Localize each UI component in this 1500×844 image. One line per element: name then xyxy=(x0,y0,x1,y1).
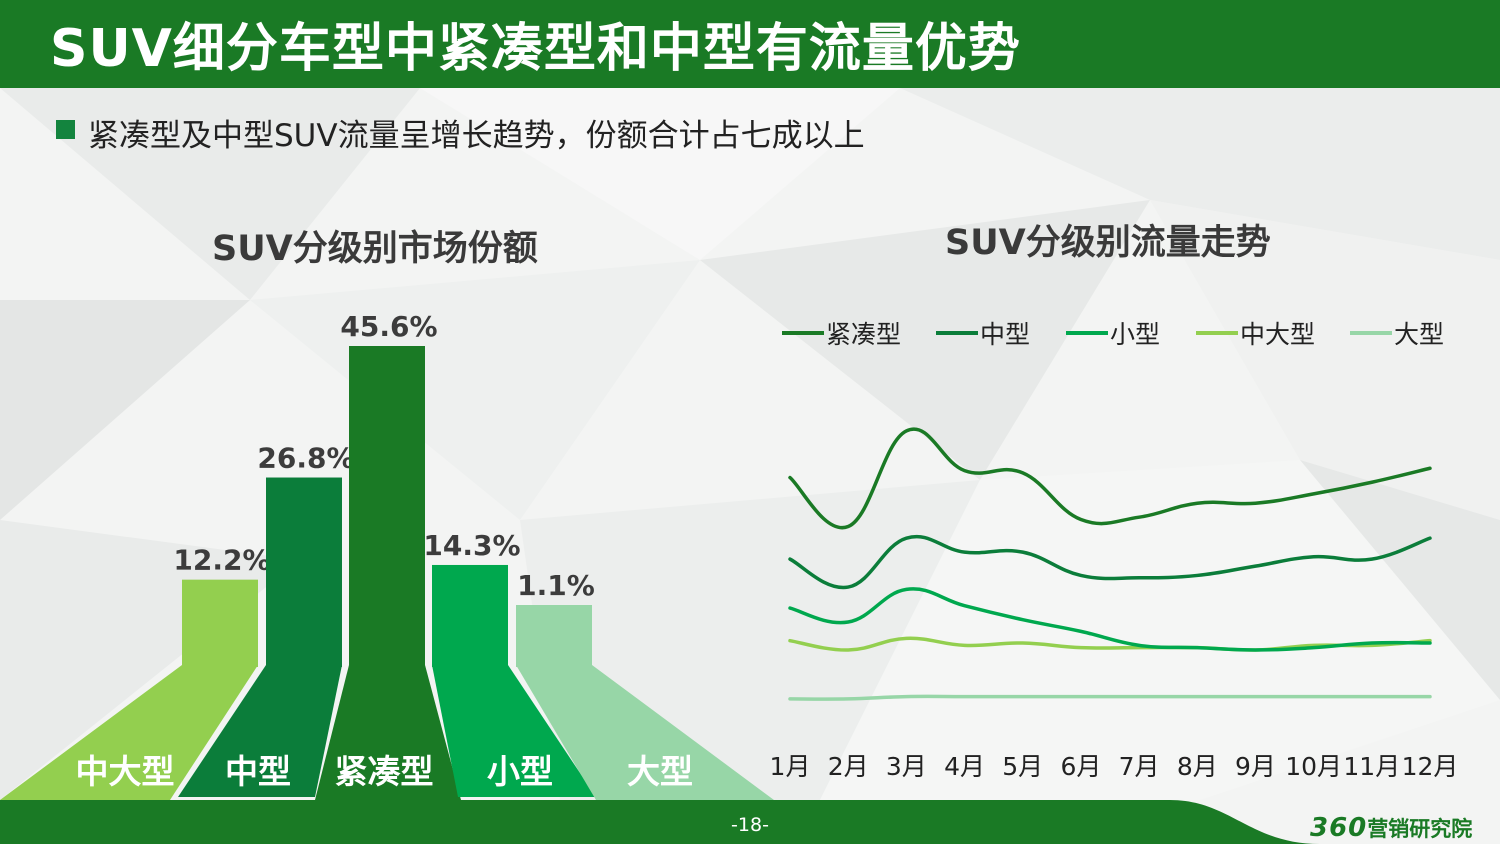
bar-5 xyxy=(516,605,592,667)
x-tick-label-12: 12月 xyxy=(1402,752,1459,781)
x-tick-label-2: 2月 xyxy=(828,752,869,781)
header-bar: SUV细分车型中紧凑型和中型有流量优势 xyxy=(0,0,1500,88)
bar-value-label-1: 12.2% xyxy=(173,544,270,577)
bar-base-3 xyxy=(315,665,461,800)
x-tick-label-5: 5月 xyxy=(1002,752,1043,781)
legend-label-1: 紧凑型 xyxy=(826,320,901,349)
bar-value-label-4: 14.3% xyxy=(423,529,520,562)
bullet-square-icon xyxy=(56,120,75,139)
x-tick-label-6: 6月 xyxy=(1060,752,1101,781)
x-tick-label-4: 4月 xyxy=(944,752,985,781)
x-tick-label-11: 11月 xyxy=(1343,752,1400,781)
x-tick-label-8: 8月 xyxy=(1177,752,1218,781)
x-tick-label-9: 9月 xyxy=(1235,752,1276,781)
x-tick-label-10: 10月 xyxy=(1285,752,1342,781)
line-chart: 紧凑型 中型 小型 中大型 大型 1月 2月 3月 4月 5月 6月 7月 8月 9月 10月 11月 12月 xyxy=(770,320,1459,781)
brand-text: 营销研究院 xyxy=(1367,817,1473,841)
series-line-5 xyxy=(788,694,1432,701)
bar-base-4 xyxy=(432,665,596,797)
legend-label-2: 中型 xyxy=(980,320,1030,349)
legend-label-3: 小型 xyxy=(1110,320,1160,349)
x-tick-label-7: 7月 xyxy=(1119,752,1160,781)
bar-category-label-1: 中大型 xyxy=(76,752,175,791)
bar-2 xyxy=(266,477,342,667)
bar-value-label-2: 26.8% xyxy=(257,442,354,475)
bar-category-label-4: 小型 xyxy=(487,752,553,791)
legend-label-4: 中大型 xyxy=(1240,320,1315,349)
page-title: SUV细分车型中紧凑型和中型有流量优势 xyxy=(50,19,1021,79)
x-tick-label-1: 1月 xyxy=(770,752,811,781)
bar-chart-title: SUV分级别市场份额 xyxy=(212,229,538,269)
bar-base-2 xyxy=(178,665,342,797)
bar-chart: 12.2% 中大型 26.8% 中型 45.6% 紧凑型 14.3% 小型 1.1% 大型 xyxy=(0,310,774,800)
series-line-1 xyxy=(788,427,1432,530)
bar-3 xyxy=(349,346,425,667)
bar-value-label-5: 1.1% xyxy=(517,569,595,602)
bar-value-label-3: 45.6% xyxy=(340,310,437,343)
bar-category-label-5: 大型 xyxy=(627,752,693,791)
brand-logo: 360营销研究院 xyxy=(1310,813,1472,843)
bar-base-5 xyxy=(516,665,774,800)
line-chart-title: SUV分级别流量走势 xyxy=(945,223,1271,263)
bar-base-1 xyxy=(0,665,258,800)
series-line-3 xyxy=(788,587,1432,652)
subtitle: 紧凑型及中型SUV流量呈增长趋势，份额合计占七成以上 xyxy=(88,118,865,154)
series-line-4 xyxy=(788,636,1432,652)
page-number: -18- xyxy=(731,814,769,836)
brand-number: 360 xyxy=(1310,813,1368,843)
legend-label-5: 大型 xyxy=(1394,320,1444,349)
footer-curve xyxy=(1170,800,1500,844)
series-line-2 xyxy=(788,534,1432,590)
bar-1 xyxy=(182,579,258,667)
bar-4 xyxy=(432,564,508,667)
x-tick-label-3: 3月 xyxy=(886,752,927,781)
bar-category-label-3: 紧凑型 xyxy=(335,752,434,791)
bar-category-label-2: 中型 xyxy=(225,752,291,791)
